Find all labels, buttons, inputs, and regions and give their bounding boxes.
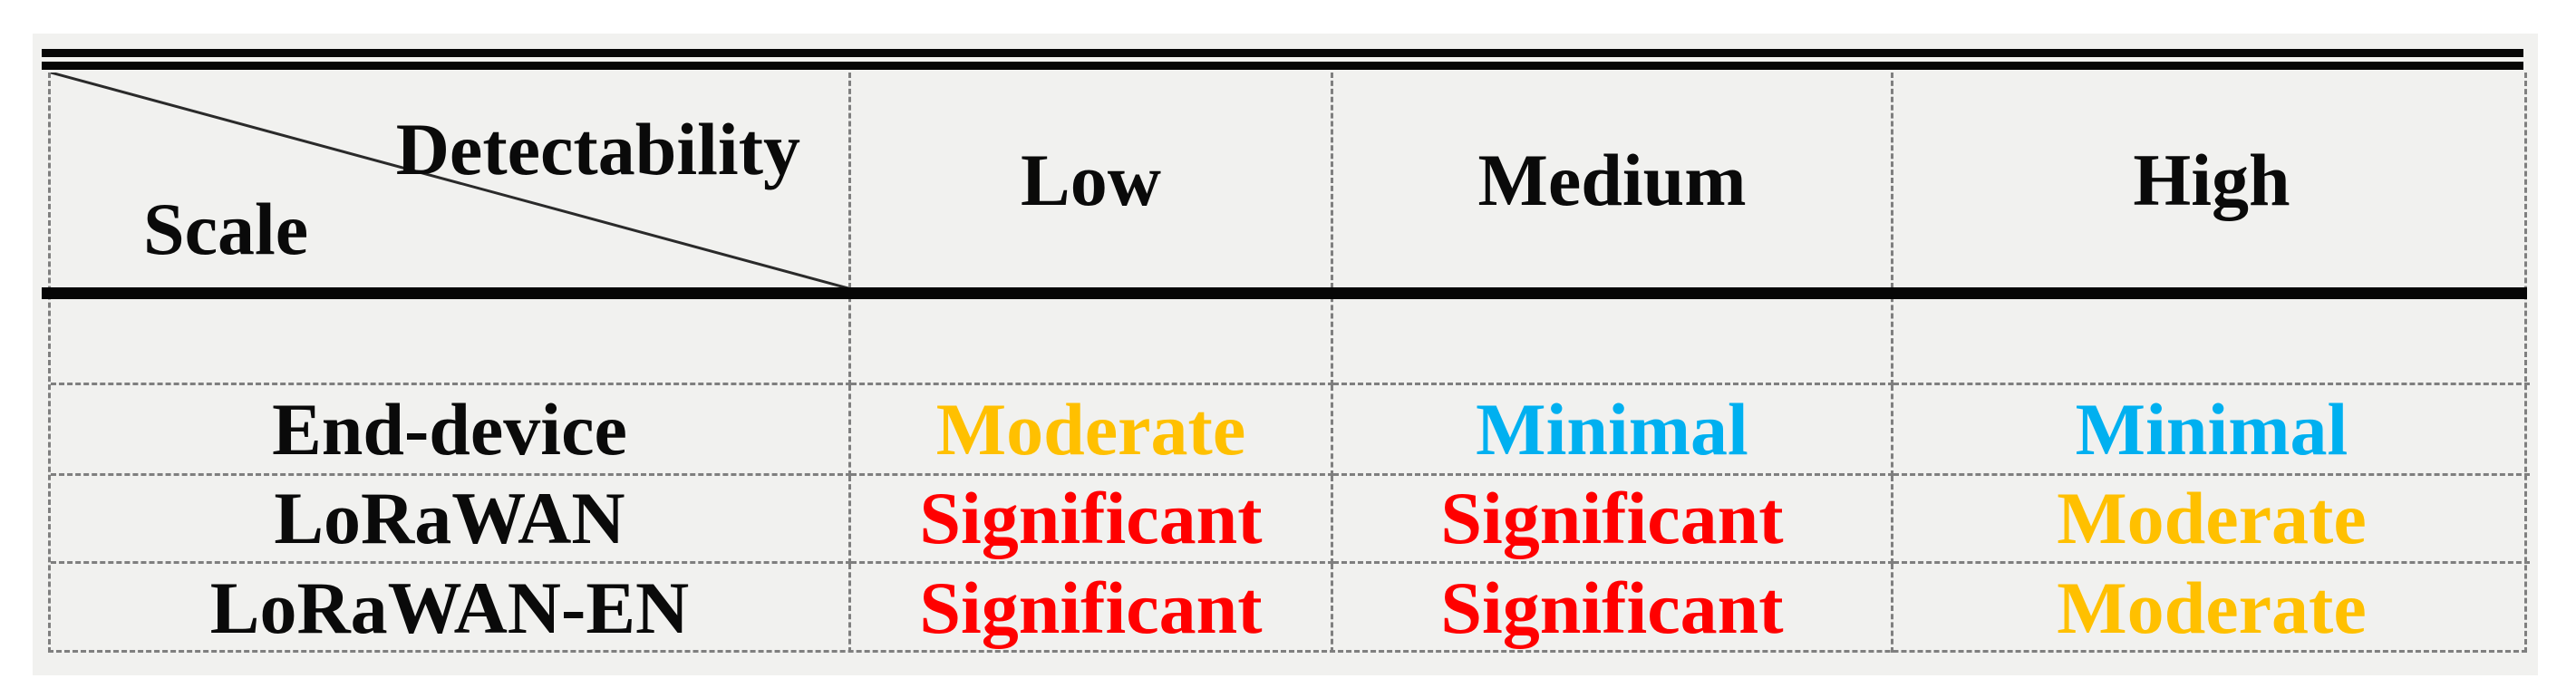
cell-lorawan-en-high: Moderate [2057,567,2367,649]
diagonal-divider-line [51,73,848,288]
cell-lorawan-high: Moderate [1893,476,2530,564]
spacer-cell [1333,288,1893,385]
table-top-rule-inner [42,62,2523,70]
cell-lorawan-medium: Significant [1333,476,1893,564]
spacer-cell [851,288,1333,385]
detectability-scale-table: Detectability Scale Low Medium High End-… [48,73,2530,653]
row-header-lorawan: LoRaWAN [51,476,851,564]
header-bottom-rule [42,287,2527,299]
table-panel: Detectability Scale Low Medium High End-… [33,34,2538,675]
spacer-cell [51,288,851,385]
cell-lorawan-low: Significant [851,476,1333,564]
cell-lorawan-en-medium: Significant [1333,564,1893,653]
corner-header-cell: Detectability Scale [51,73,851,288]
row-header-end-device: End-device [51,385,851,476]
column-header-medium: Medium [1333,73,1893,288]
column-header-high: High [2133,139,2290,221]
cell-end-device-high: Minimal [1893,385,2530,476]
cell-lorawan-en-low: Significant [851,564,1333,653]
spacer-cell [1893,288,2530,385]
corner-label-detectability: Detectability [395,108,800,190]
cell-end-device-low: Moderate [851,385,1333,476]
corner-label-scale: Scale [143,188,309,270]
row-header-lorawan-en: LoRaWAN-EN [51,564,851,653]
cell-end-device-medium: Minimal [1333,385,1893,476]
table-top-rule-outer [42,49,2523,57]
column-header-low: Low [851,73,1333,288]
